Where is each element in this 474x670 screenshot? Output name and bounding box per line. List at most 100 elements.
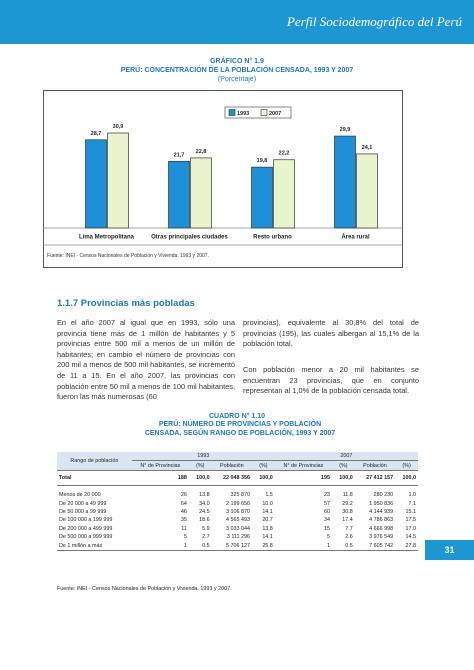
table-cell: 24.5 <box>199 509 210 516</box>
header-bar: Perfil Sociodemográfico del Perú <box>0 0 474 44</box>
table-cell: 17.4 <box>342 517 353 524</box>
x-tick-label: Lima Metropolitana <box>79 235 135 241</box>
year-header: 1993 <box>131 452 275 462</box>
chart-number: GRÁFICO N° 1.9 <box>210 58 264 65</box>
table-row: De 100 000 a 199 999 35 18.6 4 565 493 20.7 3… <box>57 516 418 524</box>
table-cell: 1.5 <box>265 492 273 499</box>
table-cell: 27 412 157 <box>354 469 396 486</box>
table-cell: 29.2 <box>342 500 353 507</box>
table-cell: 5 <box>183 534 187 541</box>
column-header: Población <box>220 462 244 469</box>
table-cell: 57 <box>324 500 330 507</box>
x-tick-label: Resto urbano <box>253 235 292 241</box>
table-cell: 1 <box>274 541 332 551</box>
table-cell: 4 144 939 <box>369 509 394 516</box>
table-cell: 1.0 <box>408 492 417 499</box>
table-cell: 0.5 <box>188 541 212 551</box>
table-cell: 195 <box>274 469 332 486</box>
header-row: N° de Provincias (%) Población (%) N° de Pro… <box>57 460 418 471</box>
paragraph: Con población menor a 20 mil habitantes … <box>243 365 419 396</box>
table-source: Fuente: INEI - Censos Nacionales de Pobl… <box>57 586 232 592</box>
column-header: Población <box>363 462 387 469</box>
column-header: (%) <box>259 462 268 469</box>
table-cell: 100,0 <box>188 469 212 486</box>
table-cell: 3 111 296 <box>226 534 251 541</box>
row-label: De 500 000 a 999 999 <box>59 534 113 541</box>
table-cell: 27.8 <box>395 541 418 551</box>
bar <box>107 132 129 229</box>
header-row: Rango de población 1993 2007 <box>57 452 418 464</box>
table-row: De 200 000 a 499 999 11 5.9 3 033 044 13.8 15… <box>57 525 418 533</box>
table-number: CUADRO N° 1.10 <box>208 413 266 420</box>
table-cell: 26 <box>180 492 187 499</box>
bar <box>168 160 190 229</box>
table-cell: 14.1 <box>262 534 273 541</box>
table-cell: 5 706 127 <box>211 541 253 551</box>
data-label: 24,1 <box>362 145 373 151</box>
data-label: 21,7 <box>174 152 185 158</box>
table-cell: 3 976 549 <box>369 534 394 541</box>
table-cell: 7 605 742 <box>354 541 396 551</box>
row-label: Total <box>57 469 132 486</box>
table-cell: 2 199 656 <box>226 500 251 507</box>
row-label: De 20 000 a 49 999 <box>59 500 107 507</box>
bar <box>334 135 356 229</box>
table-cell: 100,0 <box>252 469 275 486</box>
column-header: N° de Provincias <box>283 462 324 469</box>
table-cell: 46 <box>180 509 187 516</box>
table-cell: 17.5 <box>405 517 417 524</box>
section-title: 1.1.7 Provincias más pobladas <box>57 298 195 309</box>
table-title: PERÚ: NÚMERO DE PROVINCIAS Y POBLACIÓN C… <box>144 421 336 437</box>
table-cell: 100,0 <box>332 469 355 486</box>
legend-swatch <box>228 109 236 116</box>
table-row: De 20 000 a 49 999 64 34.0 2 199 656 10.0 57 2… <box>57 500 418 508</box>
table-cell: 4 786 863 <box>369 517 394 524</box>
table-cell: 22 048 356 <box>211 469 253 486</box>
table-cell: 35 <box>180 517 187 524</box>
table-cell: 14.5 <box>405 534 417 541</box>
table-row: De 500 000 a 999 999 5 2.7 3 111 296 14.1 5 2.… <box>57 533 418 541</box>
table-cell: 17.0 <box>405 525 417 532</box>
row-label: De 200 000 a 499 999 <box>59 525 113 532</box>
table-cell: 1 950 836 <box>369 500 394 507</box>
table-cell: 23 <box>324 492 330 499</box>
table-cell: 1 <box>131 541 189 551</box>
table-cell: 15 <box>324 525 330 532</box>
data-label: 28,7 <box>91 131 102 137</box>
legend-label: 2007 <box>269 111 281 117</box>
column-header: (%) <box>402 462 411 469</box>
legend-swatch <box>260 109 268 116</box>
table-row: Total 188 100,0 22 048 356 100,0 195 100,0 27 4… <box>57 469 418 486</box>
table-cell: 13.8 <box>199 492 210 499</box>
data-label: 29,9 <box>340 127 351 133</box>
header-title: Perfil Sociodemográfico del Perú <box>286 14 462 29</box>
legend-label: 1993 <box>237 111 249 117</box>
table-cell: 14.1 <box>262 509 273 516</box>
paragraph: provincias), equivalente al 30,8% del to… <box>243 318 419 349</box>
range-header: Rango de población <box>70 457 119 464</box>
table-cell: 7.7 <box>345 525 353 532</box>
table-cell: 4 565 493 <box>226 517 251 524</box>
table-cell: 280 230 <box>373 492 394 499</box>
table-cell: 3 033 044 <box>226 525 251 532</box>
table-cell: 11 <box>181 525 187 532</box>
table-cell: 30.8 <box>342 509 353 516</box>
bar <box>273 159 295 229</box>
x-tick-label: Otras principales ciudades <box>151 235 228 241</box>
table-cell: 5 <box>327 534 330 541</box>
chart-title: PERÚ: CONCENTRACIÓN DE LA POBLACIÓN CENS… <box>120 67 354 74</box>
row-label: De 1 millón a más <box>57 541 132 551</box>
table-cell: 20.7 <box>262 517 273 524</box>
row-label: De 50 000 a 99 999 <box>59 509 107 516</box>
table-cell: 34 <box>324 517 330 524</box>
table-cell: 11.8 <box>342 492 353 499</box>
bar <box>85 139 107 229</box>
table-row: De 50 000 a 99 999 46 24.5 3 106 870 14.1 60 3… <box>57 508 418 516</box>
table-cell: 18.6 <box>199 517 210 524</box>
chart-source: Fuente: INEI - Censos Nacionales de Pobl… <box>47 253 209 259</box>
chart: Fuente: INEI - Censos Nacionales de Pobl… <box>43 90 403 268</box>
x-tick-label: Área rural <box>341 234 370 241</box>
column-header: (%) <box>196 462 205 469</box>
table-row: Menos de 20 000 26 13.8 325 870 1.5 23 11.8 280… <box>57 491 418 499</box>
